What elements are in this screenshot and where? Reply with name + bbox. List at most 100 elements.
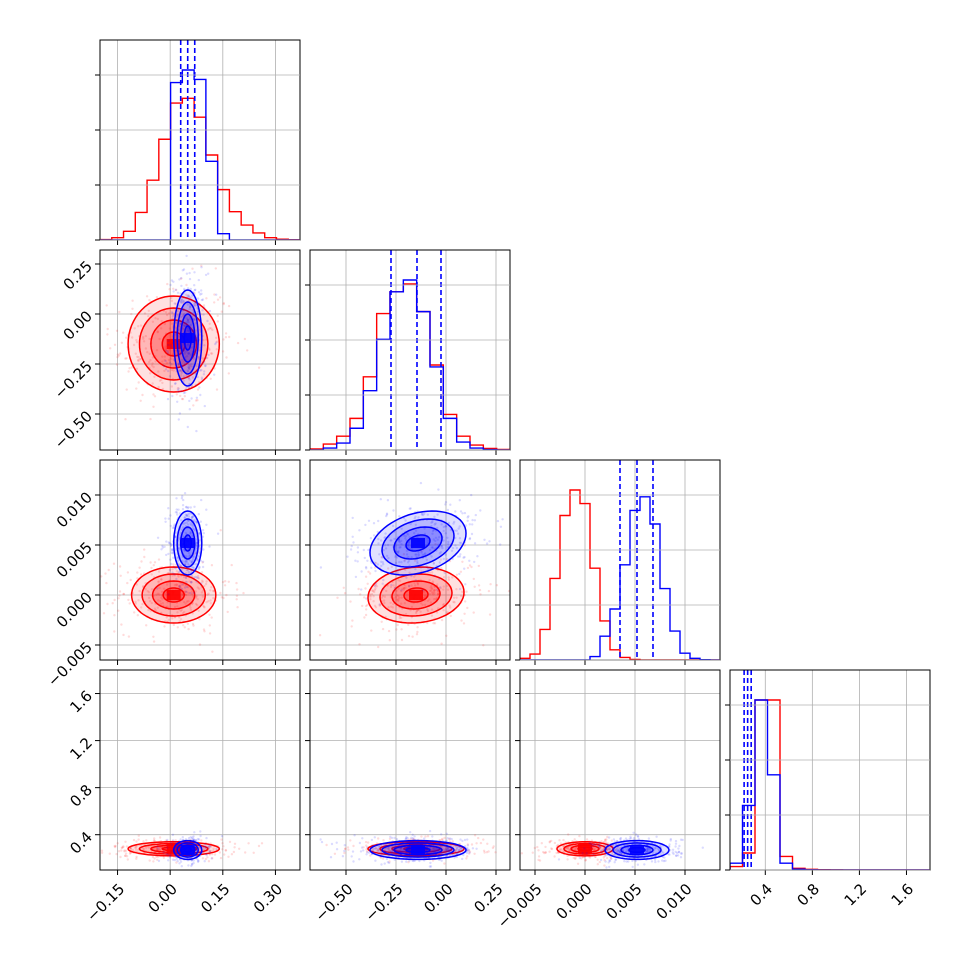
scatter-point xyxy=(168,854,172,858)
scatter-point xyxy=(199,834,202,838)
scatter-point xyxy=(191,376,194,379)
scatter-point xyxy=(369,598,372,601)
scatter-point xyxy=(129,848,133,851)
scatter-point xyxy=(142,335,145,339)
scatter-point xyxy=(223,853,226,856)
scatter-point xyxy=(204,330,208,333)
scatter-point xyxy=(437,848,440,852)
scatter-point xyxy=(393,836,396,840)
scatter-point xyxy=(183,492,187,495)
scatter-point xyxy=(400,602,403,605)
scatter-point xyxy=(367,851,371,854)
scatter-point xyxy=(429,589,432,592)
scatter-point xyxy=(472,577,475,581)
scatter-point xyxy=(125,388,128,391)
y-tick-label: 0.4 xyxy=(66,828,96,858)
scatter-point xyxy=(216,320,219,323)
scatter-point xyxy=(468,564,472,567)
scatter-point xyxy=(203,404,206,408)
scatter-point xyxy=(187,294,190,298)
scatter-point xyxy=(163,355,167,358)
scatter-point xyxy=(377,849,380,852)
scatter-point xyxy=(167,517,170,520)
scatter-point xyxy=(171,312,174,315)
scatter-point xyxy=(227,580,230,583)
scatter-point xyxy=(343,849,346,853)
scatter-point xyxy=(166,853,169,856)
scatter-point xyxy=(465,590,468,593)
scatter-point xyxy=(585,852,588,855)
scatter-point xyxy=(533,846,536,850)
scatter-point xyxy=(400,596,403,599)
scatter-point xyxy=(168,568,172,571)
scatter-point xyxy=(193,518,196,522)
scatter-point xyxy=(197,838,201,841)
scatter-point xyxy=(171,571,174,574)
scatter-point xyxy=(385,857,389,861)
scatter-point xyxy=(211,857,214,860)
scatter-point xyxy=(175,321,178,324)
scatter-point xyxy=(181,361,185,364)
scatter-point xyxy=(439,551,443,554)
scatter-point xyxy=(135,845,138,848)
scatter-point xyxy=(383,853,386,856)
scatter-point xyxy=(187,344,190,347)
scatter-point xyxy=(120,849,123,852)
scatter-point xyxy=(132,838,136,842)
scatter-point xyxy=(187,367,191,370)
scatter-point xyxy=(170,543,173,546)
scatter-point xyxy=(444,525,447,528)
scatter-point xyxy=(390,583,393,587)
scatter-point xyxy=(356,560,359,563)
scatter-point xyxy=(182,379,186,382)
scatter-point xyxy=(390,605,393,608)
scatter-point xyxy=(607,847,611,851)
scatter-point xyxy=(544,845,547,849)
scatter-point xyxy=(187,366,191,369)
scatter-point xyxy=(679,852,683,855)
scatter-point xyxy=(193,552,197,555)
scatter-point xyxy=(204,857,208,861)
scatter-point xyxy=(185,555,188,558)
scatter-point xyxy=(562,838,565,842)
scatter-point xyxy=(414,553,417,556)
scatter-point xyxy=(414,567,417,571)
scatter-point xyxy=(365,604,368,608)
scatter-point xyxy=(198,618,201,621)
scatter-point xyxy=(424,848,428,852)
scatter-point xyxy=(191,294,194,297)
scatter-point xyxy=(193,271,196,274)
scatter-point xyxy=(183,350,186,353)
scatter-point xyxy=(207,328,210,331)
joint-panel-1-2 xyxy=(305,459,511,665)
scatter-point xyxy=(453,520,456,524)
scatter-point xyxy=(165,616,168,619)
scatter-point xyxy=(200,298,204,302)
scatter-point xyxy=(410,574,413,578)
scatter-point xyxy=(170,279,174,282)
scatter-point xyxy=(550,847,553,850)
scatter-point xyxy=(593,847,596,850)
scatter-point xyxy=(156,330,160,333)
scatter-point xyxy=(184,562,187,566)
scatter-point xyxy=(175,288,178,292)
scatter-point xyxy=(412,838,416,841)
scatter-point xyxy=(443,862,446,865)
scatter-point xyxy=(429,586,432,589)
scatter-point xyxy=(456,532,460,535)
scatter-point xyxy=(208,613,211,616)
scatter-point xyxy=(619,850,622,854)
scatter-point xyxy=(143,548,146,551)
scatter-point xyxy=(407,634,411,638)
scatter-point xyxy=(183,324,186,327)
scatter-point xyxy=(187,837,191,840)
scatter-point xyxy=(456,852,459,855)
scatter-point xyxy=(614,858,617,862)
scatter-point xyxy=(167,618,170,621)
scatter-point xyxy=(191,622,195,626)
scatter-point xyxy=(634,833,638,836)
scatter-point xyxy=(364,587,367,590)
scatter-point xyxy=(195,364,198,368)
scatter-point xyxy=(646,849,649,853)
scatter-point xyxy=(135,339,138,342)
